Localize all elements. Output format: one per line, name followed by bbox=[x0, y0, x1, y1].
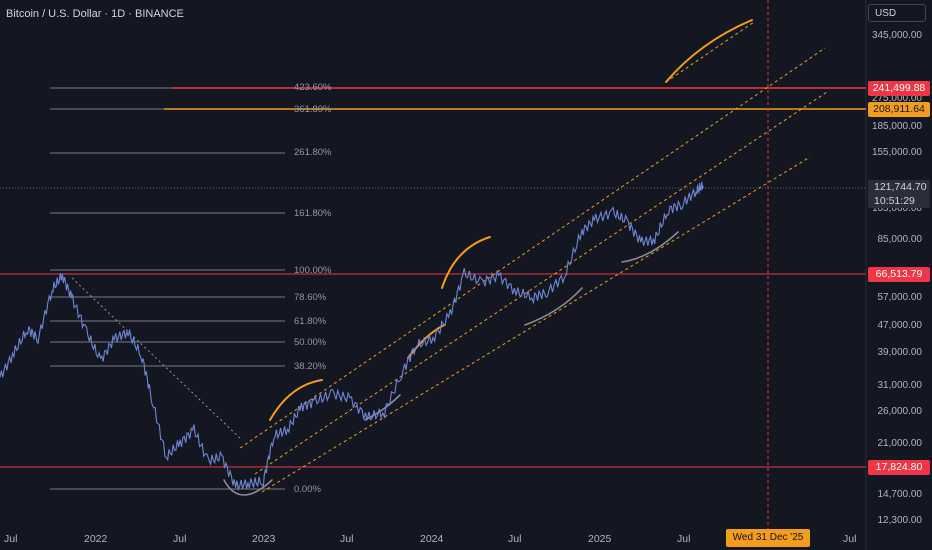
time-axis-label: 2023 bbox=[252, 533, 276, 545]
price-axis-label: 345,000.00 bbox=[871, 30, 922, 41]
current-price-tag: 121,744.70 10:51:29 bbox=[868, 180, 930, 208]
price-axis-label: 47,000.00 bbox=[877, 320, 923, 331]
chart-title: Bitcoin / U.S. Dollar · 1D · BINANCE bbox=[6, 8, 184, 20]
time-axis-label: Jul bbox=[843, 533, 857, 545]
time-axis-label: Jul bbox=[173, 533, 187, 545]
arc-2024-low bbox=[524, 287, 583, 326]
current-price-value: 121,744.70 bbox=[874, 181, 927, 193]
fib-label-161: 161.80% bbox=[294, 208, 332, 219]
price-axis-label: 12,300.00 bbox=[877, 515, 923, 526]
fib-lines bbox=[50, 87, 285, 490]
arc-2025 bbox=[665, 19, 753, 83]
fib-label-361: 361.80% bbox=[294, 104, 332, 115]
price-axis-label: 155,000.00 bbox=[871, 147, 922, 158]
price-axis-label: 105,000.00 bbox=[871, 203, 922, 214]
price-tag-17k: 17,824.80 bbox=[868, 460, 930, 475]
channel-top bbox=[665, 21, 755, 83]
price-axis-label: 21,000.00 bbox=[877, 438, 923, 449]
fib-label-100: 100.00% bbox=[294, 265, 332, 276]
arc-2024 bbox=[441, 236, 491, 289]
time-axis-label: Jul bbox=[508, 533, 522, 545]
time-axis-label: Jul bbox=[677, 533, 691, 545]
time-axis-label: 2025 bbox=[588, 533, 612, 545]
arc-bottom-2022 bbox=[223, 479, 273, 496]
price-tag-66k: 66,513.79 bbox=[868, 267, 930, 282]
bar-countdown: 10:51:29 bbox=[874, 195, 915, 207]
price-axis-label: 85,000.00 bbox=[877, 234, 923, 245]
fib-label-0: 0.00% bbox=[294, 484, 321, 495]
price-tag-241k: 241,499.88 bbox=[868, 81, 930, 96]
arc-2023-low bbox=[364, 394, 401, 421]
arc-2025-low bbox=[621, 231, 679, 263]
orange-arcs bbox=[269, 19, 753, 421]
fib-label-423: 423.60% bbox=[294, 82, 332, 93]
downtrend-line bbox=[71, 277, 243, 441]
price-axis-label: 275,000.00 bbox=[871, 93, 922, 104]
price-series-line bbox=[0, 181, 704, 492]
fib-label-261: 261.80% bbox=[294, 147, 332, 158]
time-axis-label: Jul bbox=[340, 533, 354, 545]
price-axis-label: 57,000.00 bbox=[877, 292, 923, 303]
price-axis-label: 185,000.00 bbox=[871, 121, 922, 132]
time-axis-label: Jul bbox=[4, 533, 18, 545]
fib-label-618: 61.80% bbox=[294, 316, 327, 327]
date-marker-tag: Wed 31 Dec '25 bbox=[726, 529, 810, 547]
time-axis-label: 2024 bbox=[420, 533, 444, 545]
time-axis-label: 2022 bbox=[84, 533, 108, 545]
price-axis-label: 39,000.00 bbox=[877, 347, 923, 358]
fib-label-382: 38.20% bbox=[294, 361, 327, 372]
price-tag-208k: 208,911.64 bbox=[868, 102, 930, 117]
fib-label-786: 78.60% bbox=[294, 292, 327, 303]
arc-2023b bbox=[407, 324, 445, 359]
arc-2023 bbox=[269, 379, 323, 421]
channel-middle bbox=[254, 91, 828, 475]
fib-label-500: 50.00% bbox=[294, 337, 327, 348]
channel-lower bbox=[261, 156, 811, 493]
currency-badge[interactable]: USD bbox=[868, 4, 926, 22]
channel-lines bbox=[239, 21, 828, 493]
gray-arcs bbox=[223, 231, 679, 496]
price-axis-label: 31,000.00 bbox=[877, 380, 923, 391]
price-axis-label: 26,000.00 bbox=[877, 406, 923, 417]
channel-upper bbox=[239, 47, 826, 449]
price-axis-label: 14,700.00 bbox=[877, 489, 923, 500]
